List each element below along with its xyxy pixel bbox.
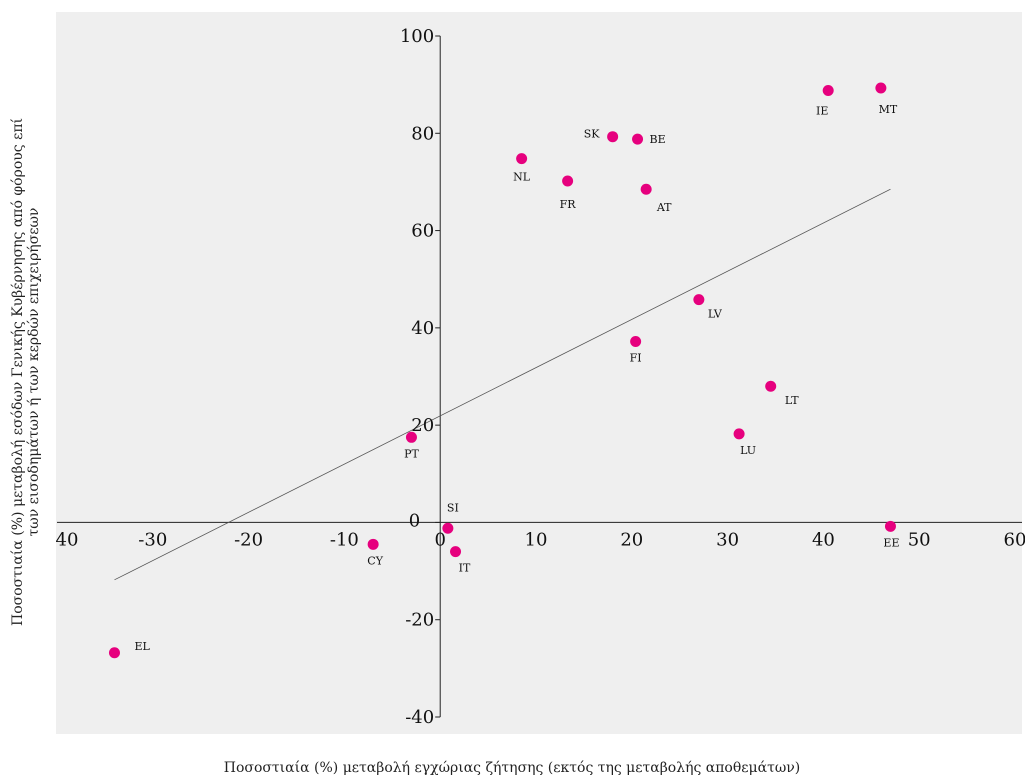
point-label: IT	[459, 562, 471, 575]
y-axis-title-line: των εισοδημάτων ή των κερδών επιχειρήσεω…	[26, 208, 42, 537]
trendline	[114, 188, 891, 581]
point-label: BE	[649, 133, 665, 146]
data-point-lv	[693, 294, 705, 306]
data-point-fr	[562, 175, 574, 187]
data-point-pt	[405, 431, 417, 443]
data-point-lt	[765, 380, 777, 392]
data-point-nl	[516, 153, 528, 165]
y-tick-label: 60	[411, 221, 434, 242]
y-tick-label: 20	[411, 415, 434, 436]
point-label: SK	[584, 128, 601, 141]
y-tick-label: 80	[411, 123, 434, 144]
x-tick-label: 10	[525, 529, 548, 550]
point-label: FI	[630, 351, 642, 364]
data-point-ee	[884, 520, 896, 532]
x-tick-label: 50	[908, 529, 931, 550]
data-point-si	[442, 522, 454, 534]
point-label: SI	[447, 501, 459, 514]
data-point-at	[640, 183, 652, 195]
point-label: FR	[560, 198, 577, 211]
plot-background	[56, 12, 1022, 734]
data-point-fi	[630, 335, 642, 347]
x-tick-label: 40	[812, 529, 835, 550]
data-point-ie	[822, 84, 834, 96]
y-axis-title: Ποσοστιαία (%) μεταβολή εσόδων Γενικής Κ…	[9, 118, 42, 626]
point-label: EE	[883, 536, 899, 549]
y-tick-label: 100	[400, 26, 434, 47]
x-tick-label: 30	[716, 529, 739, 550]
x-tick-label: 20	[620, 529, 643, 550]
trendline-group	[114, 188, 891, 581]
x-tick-label: 40	[56, 529, 79, 550]
data-point-be	[632, 133, 644, 145]
data-point-sk	[607, 131, 619, 143]
x-tick-label: -30	[138, 529, 167, 550]
x-axis-title: Ποσοστιαία (%) μεταβολή εγχώριας ζήτησης…	[224, 759, 800, 776]
y-tick-label: 0	[409, 510, 420, 531]
x-tick-label: -10	[330, 529, 359, 550]
y-tick-label: 40	[411, 318, 434, 339]
point-label: IE	[816, 104, 828, 117]
tick-labels: 40 -30 -20 -10 0 10 20 30 40 50 60 -40 -20 0 20 40 60 80 1…	[56, 26, 1025, 728]
data-point-mt	[875, 82, 887, 94]
point-label: MT	[879, 103, 898, 116]
x-tick-label: 60	[1004, 529, 1025, 550]
data-point-lu	[733, 428, 745, 440]
point-label: PT	[404, 447, 419, 460]
points-group: EL CY PT SI IT NL FR SK BE AT FI LV LT LU IE MT EE	[108, 82, 899, 659]
y-tick-label: -40	[405, 707, 434, 728]
data-point-el	[108, 647, 120, 659]
data-point-cy	[367, 538, 379, 550]
point-label: EL	[134, 640, 150, 653]
point-label: NL	[513, 171, 531, 184]
x-tick-label: -20	[234, 529, 263, 550]
y-axis-title-line: Ποσοστιαία (%) μεταβολή εσόδων Γενικής Κ…	[9, 118, 26, 626]
data-point-it	[450, 546, 462, 558]
y-tick-label: -20	[405, 610, 434, 631]
point-label: LV	[708, 308, 723, 321]
point-label: CY	[367, 554, 383, 567]
point-label: LU	[740, 444, 756, 457]
point-label: AT	[656, 201, 672, 214]
x-tick-label: 0	[434, 529, 445, 550]
point-label: LT	[785, 394, 799, 407]
axes	[57, 35, 1022, 718]
